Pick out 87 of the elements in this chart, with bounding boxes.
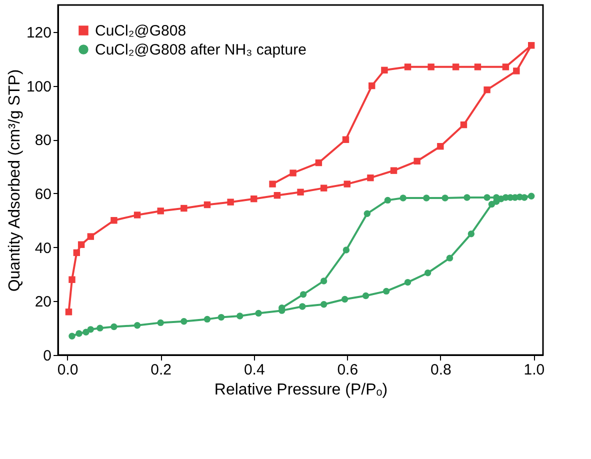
point — [96, 324, 104, 332]
point — [134, 212, 141, 218]
point — [384, 196, 392, 204]
x-tick-label: 0.0 — [57, 362, 78, 378]
point — [236, 312, 244, 320]
point — [460, 121, 468, 128]
point — [157, 208, 164, 214]
point — [341, 296, 348, 303]
point — [269, 180, 276, 188]
point — [218, 314, 225, 321]
point — [274, 192, 281, 199]
point — [390, 167, 398, 174]
y-tick-label: 80 — [34, 132, 52, 150]
point — [368, 82, 376, 90]
point — [290, 170, 296, 176]
point — [297, 188, 304, 196]
point — [68, 276, 76, 283]
point — [87, 233, 94, 240]
point — [400, 194, 406, 202]
legend-label: CuCl₂@G808 after NH₃ capture — [95, 42, 306, 58]
point — [381, 66, 388, 74]
point — [493, 194, 500, 201]
point — [78, 241, 85, 248]
point — [520, 194, 528, 201]
point — [484, 194, 490, 201]
point — [204, 316, 211, 323]
point — [502, 64, 510, 70]
x-tick-label: 0.2 — [150, 362, 172, 378]
point — [68, 332, 76, 340]
point — [382, 288, 390, 295]
point — [344, 180, 350, 188]
y-axis-title: Quantity Adsorbed (cm³/g STP) — [6, 69, 24, 292]
x-tick-label: 1.0 — [524, 362, 545, 378]
point — [255, 310, 262, 317]
point — [464, 194, 470, 201]
point — [364, 210, 371, 217]
x-tick-label: 0.6 — [337, 362, 358, 378]
y-tick-label: 40 — [34, 240, 52, 257]
point — [87, 326, 94, 333]
y-tick-label: 120 — [26, 24, 52, 42]
point — [65, 308, 72, 316]
point — [512, 194, 518, 201]
point — [134, 322, 141, 329]
point — [315, 159, 322, 166]
point — [528, 42, 535, 49]
point — [110, 217, 118, 224]
point — [250, 195, 258, 202]
point — [299, 303, 306, 310]
point — [484, 86, 490, 94]
point — [320, 278, 328, 284]
point — [367, 174, 374, 182]
point — [320, 184, 328, 192]
legend-label: CuCl₂@G808 — [95, 22, 186, 40]
x-tick-label: 0.4 — [244, 362, 265, 378]
point — [437, 142, 444, 150]
point — [300, 291, 307, 298]
point — [76, 330, 82, 337]
point — [468, 230, 475, 238]
x-tick-label: 0.8 — [430, 362, 452, 378]
point — [110, 323, 118, 330]
y-tick-label: 60 — [34, 186, 52, 203]
point — [404, 278, 412, 286]
point — [424, 270, 432, 276]
point — [474, 64, 482, 70]
point — [227, 198, 234, 206]
point — [414, 158, 420, 165]
point — [404, 64, 412, 70]
point — [342, 136, 350, 143]
y-tick-label: 20 — [34, 294, 52, 311]
point — [423, 194, 430, 202]
point — [513, 68, 520, 74]
point — [320, 301, 328, 308]
point — [73, 249, 80, 256]
point — [446, 254, 454, 262]
point — [528, 192, 535, 200]
point — [157, 319, 164, 326]
point — [180, 204, 188, 212]
y-tick-label: 0 — [43, 348, 52, 364]
point — [204, 201, 211, 208]
point — [452, 64, 460, 70]
x-axis-title: Relative Pressure (P/Pₒ) — [214, 382, 388, 398]
point — [362, 292, 370, 300]
y-tick-label: 100 — [26, 78, 52, 96]
point — [180, 318, 188, 325]
point — [428, 64, 434, 70]
point — [342, 246, 350, 254]
point — [442, 194, 448, 202]
